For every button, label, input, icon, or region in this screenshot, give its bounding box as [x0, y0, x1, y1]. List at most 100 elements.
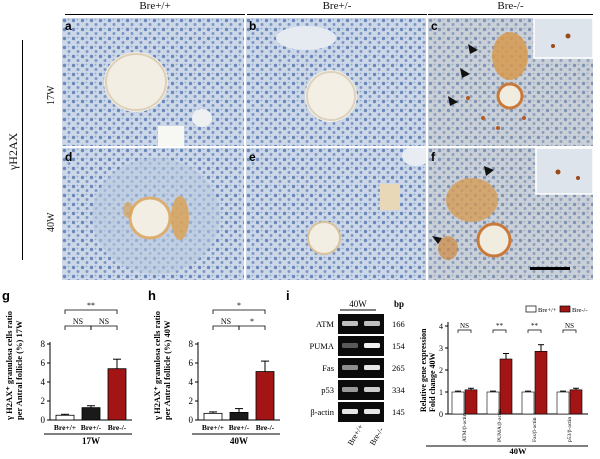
chart-i-ytick-label: 0	[439, 410, 443, 419]
chart-h-sig-bracket	[212, 325, 240, 330]
gel-strip	[338, 402, 384, 422]
gel-strip	[338, 336, 384, 356]
panel-letter-d: d	[65, 150, 73, 164]
genotype-header-het: Bre+/-	[322, 0, 352, 12]
micrograph-a	[62, 18, 244, 146]
chart-g-sig-bracket	[64, 325, 92, 330]
gel-bp-header: bp	[394, 299, 404, 309]
chart-i-bar	[451, 391, 465, 415]
gel-band	[342, 343, 358, 348]
chart-g-ylabel-0: γ H2AX⁺ granulosa cells ratio	[4, 311, 14, 421]
genotype-header-wt: Bre+/+	[139, 0, 171, 12]
chart-i: Relative gene expression Fold change 40W 0…	[418, 296, 600, 456]
chart-i-sig-bracket	[562, 329, 577, 333]
arrowhead-2	[460, 68, 470, 78]
chart-h-sig-label: *	[250, 317, 254, 326]
chart-g-ytick-label: 0	[41, 415, 46, 425]
chart-g-ytick-label: 8	[41, 339, 46, 349]
gel-band	[364, 409, 380, 414]
gel-bp-label: 145	[392, 407, 405, 417]
chart-h-ytick-label: 0	[189, 415, 194, 425]
chart-g-sig-bracket	[64, 309, 118, 314]
chart-g-category-label: Bre+/+	[54, 423, 76, 432]
chart-g: γ H2AX⁺ granulosa cells ratio per Antral …	[0, 300, 148, 454]
gel-band	[364, 321, 380, 326]
chart-h-bar	[255, 371, 275, 421]
gel-svg: 40W bp ATM 166 PUMA 154 Fas 265 p53 334 β-actin 145…	[309, 299, 406, 447]
chart-i-xlabel: 40W	[510, 446, 528, 454]
panel-letter-i: i	[286, 288, 290, 303]
micrograph-f-image	[428, 148, 593, 280]
chart-h-category-label: Bre+/+	[202, 423, 224, 432]
chart-h-sig-label: *	[237, 301, 241, 310]
scale-bar	[530, 267, 570, 270]
micrograph-f	[428, 148, 593, 280]
panel-letter-a: a	[65, 19, 72, 33]
chart-h-sig-bracket	[238, 325, 266, 330]
panel-letter-h: h	[148, 288, 156, 303]
genotype-bar-het	[247, 14, 427, 15]
genotype-bar-ko	[428, 14, 593, 15]
row-label-40w: 40W	[46, 212, 57, 232]
chart-i-legend-label: Bre+/+	[538, 307, 557, 314]
genotype-bar-wt	[65, 14, 245, 15]
chart-g-bar	[107, 368, 127, 421]
chart-i-svg: Relative gene expression Fold change 40W0…	[419, 305, 588, 456]
gel-band	[342, 409, 358, 414]
chart-i-category-label: PUMA/β-actin	[497, 409, 503, 442]
gel-header: 40W	[349, 299, 367, 309]
gel-bp-label: 154	[392, 341, 406, 351]
chart-h-sig-label: NS	[221, 317, 231, 326]
gel-strip	[338, 358, 384, 378]
gel-band	[342, 321, 358, 326]
chart-h-category-label: Bre-/-	[256, 423, 275, 432]
chart-g-svg: γ H2AX⁺ granulosa cells ratio per Antral …	[4, 301, 132, 446]
chart-g-ylabel-1: per Antral follicle (%) 17W	[14, 320, 24, 420]
chart-i-ylabel-1: Fold change 40W	[428, 352, 437, 412]
chart-i-bar	[464, 389, 478, 415]
chart-h: γ H2AX⁺ granulosa cells ratio per Antral …	[148, 300, 288, 454]
gel-gene-label: ATM	[316, 319, 334, 329]
chart-i-sig-label: **	[496, 322, 504, 330]
chart-i-sig-label: NS	[565, 322, 574, 330]
gel-band	[342, 387, 358, 392]
chart-g-ytick-label: 4	[41, 377, 46, 387]
chart-h-xlabel: 40W	[230, 436, 248, 446]
chart-h-ytick-label: 8	[189, 339, 194, 349]
chart-i-sig-bracket	[457, 329, 472, 333]
arrowhead-3	[448, 96, 458, 106]
panel-letter-e: e	[249, 150, 256, 164]
panel-letter-f: f	[431, 150, 435, 164]
chart-i-bar	[556, 391, 570, 415]
chart-h-bar	[203, 412, 223, 421]
chart-g-ytick-label: 6	[41, 358, 46, 368]
chart-i-legend-swatch	[525, 305, 537, 313]
gel-band	[364, 365, 380, 370]
chart-i-bar	[534, 350, 548, 415]
chart-g-category-label: Bre+/-	[81, 423, 102, 432]
chart-i-ytick-label: 4	[439, 322, 443, 331]
chart-i-sig-label: **	[531, 322, 539, 330]
gel-gene-label: PUMA	[309, 341, 334, 351]
gel-bp-label: 166	[392, 319, 405, 329]
chart-g-sig-label: NS	[99, 317, 109, 326]
gel-band	[364, 343, 380, 348]
chart-g-sig-label: NS	[73, 317, 83, 326]
gel-bp-label: 265	[392, 363, 405, 373]
chart-g-sig-label: **	[87, 301, 95, 310]
genotype-header-ko: Bre-/-	[497, 0, 524, 12]
row-label-17w: 17W	[46, 85, 57, 105]
gel-band	[342, 365, 358, 370]
micrograph-d	[62, 148, 244, 280]
chart-g-bar	[55, 414, 75, 421]
arrowhead-4	[484, 166, 494, 176]
gel-lane-label: Bre+/+	[346, 422, 365, 447]
chart-h-ylabel-1: per Antral follicle (%) 40W	[162, 320, 172, 420]
gel-gene-label: β-actin	[310, 407, 334, 417]
chart-h-ytick-label: 2	[189, 396, 194, 406]
panel-letter-g: g	[2, 288, 10, 303]
chart-i-category-label: Fas/β-actin	[532, 417, 538, 442]
chart-i-sig-bracket	[527, 329, 542, 333]
micrograph-e-image	[246, 148, 426, 280]
micrograph-b	[246, 18, 426, 146]
